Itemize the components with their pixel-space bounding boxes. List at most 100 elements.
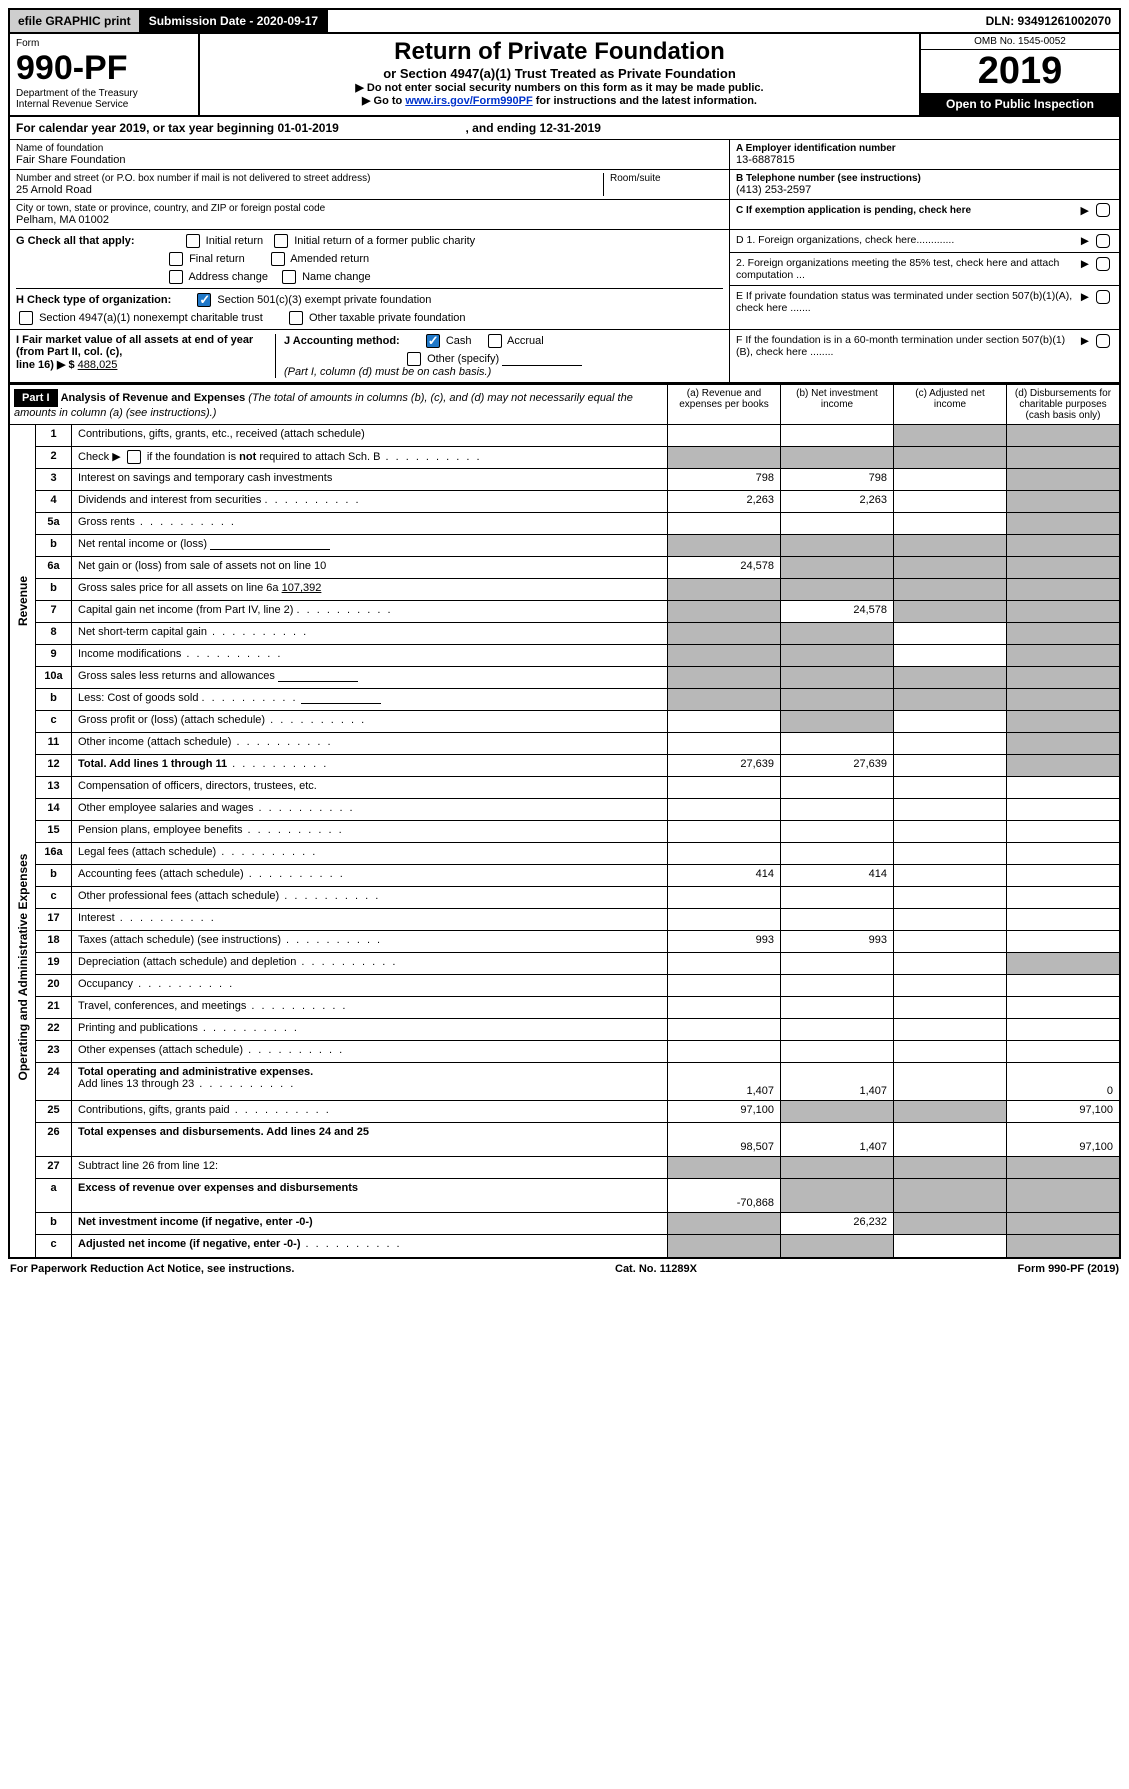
line2: Check ▶ if the foundation is not require… bbox=[72, 447, 667, 468]
line26: Total expenses and disbursements. Add li… bbox=[72, 1123, 667, 1156]
d1-checkbox[interactable] bbox=[1096, 234, 1110, 248]
g-final-return-checkbox[interactable] bbox=[169, 252, 183, 266]
cal-begin: For calendar year 2019, or tax year begi… bbox=[16, 121, 339, 135]
form-body: Form 990-PF Department of the Treasury I… bbox=[8, 34, 1121, 1259]
top-bar: efile GRAPHIC print Submission Date - 20… bbox=[8, 8, 1121, 34]
l24-a: 1,407 bbox=[667, 1063, 780, 1100]
line19: Depreciation (attach schedule) and deple… bbox=[72, 953, 667, 974]
section-i-j-f: I Fair market value of all assets at end… bbox=[10, 330, 1119, 383]
g-initial-return-checkbox[interactable] bbox=[186, 234, 200, 248]
i-label: I Fair market value of all assets at end… bbox=[16, 334, 269, 358]
ein-label: A Employer identification number bbox=[736, 143, 1113, 154]
dept: Department of the Treasury bbox=[16, 88, 192, 99]
line4: Dividends and interest from securities bbox=[72, 491, 667, 512]
j-other-checkbox[interactable] bbox=[407, 352, 421, 366]
line6a: Net gain or (loss) from sale of assets n… bbox=[72, 557, 667, 578]
j-cash-checkbox[interactable] bbox=[426, 334, 440, 348]
h-opt1: Section 501(c)(3) exempt private foundat… bbox=[217, 294, 431, 306]
col-a-header: (a) Revenue and expenses per books bbox=[667, 385, 780, 424]
line17: Interest bbox=[72, 909, 667, 930]
cal-end: , and ending 12-31-2019 bbox=[466, 121, 601, 135]
g-opt2: Initial return of a former public charit… bbox=[294, 235, 475, 247]
ein: 13-6887815 bbox=[736, 154, 1113, 166]
line5b: Net rental income or (loss) bbox=[72, 535, 667, 556]
g-name-change-checkbox[interactable] bbox=[282, 270, 296, 284]
col-c-header: (c) Adjusted net income bbox=[893, 385, 1006, 424]
line13: Compensation of officers, directors, tru… bbox=[72, 777, 667, 798]
j-accrual: Accrual bbox=[507, 335, 544, 347]
part1-title: Analysis of Revenue and Expenses bbox=[61, 392, 246, 404]
schb-checkbox[interactable] bbox=[127, 450, 141, 464]
addr-label: Number and street (or P.O. box number if… bbox=[16, 173, 603, 184]
omb: OMB No. 1545-0052 bbox=[921, 34, 1119, 50]
g-address-change-checkbox[interactable] bbox=[169, 270, 183, 284]
dln: DLN: 93491261002070 bbox=[978, 10, 1119, 32]
instr-goto: ▶ Go to www.irs.gov/Form990PF for instru… bbox=[206, 94, 913, 107]
line16a: Legal fees (attach schedule) bbox=[72, 843, 667, 864]
col-b-header: (b) Net investment income bbox=[780, 385, 893, 424]
l27a-a: -70,868 bbox=[667, 1179, 780, 1212]
line15: Pension plans, employee benefits bbox=[72, 821, 667, 842]
city-label: City or town, state or province, country… bbox=[16, 203, 723, 214]
g-opt1: Initial return bbox=[206, 235, 263, 247]
line27c: Adjusted net income (if negative, enter … bbox=[72, 1235, 667, 1257]
l7-b: 24,578 bbox=[780, 601, 893, 622]
l12-b: 27,639 bbox=[780, 755, 893, 776]
l25-a: 97,100 bbox=[667, 1101, 780, 1122]
l24-b: 1,407 bbox=[780, 1063, 893, 1100]
l24-d: 0 bbox=[1006, 1063, 1119, 1100]
g-opt3: Final return bbox=[189, 253, 245, 265]
h-4947-checkbox[interactable] bbox=[19, 311, 33, 325]
line27-block: 27Subtract line 26 from line 12: aExcess… bbox=[10, 1157, 1119, 1257]
col-d-header: (d) Disbursements for charitable purpose… bbox=[1006, 385, 1119, 424]
instr-no-ssn: ▶ Do not enter social security numbers o… bbox=[206, 81, 913, 94]
g-opt4: Amended return bbox=[290, 253, 369, 265]
line18: Taxes (attach schedule) (see instruction… bbox=[72, 931, 667, 952]
g-amended-checkbox[interactable] bbox=[271, 252, 285, 266]
d2-label: 2. Foreign organizations meeting the 85%… bbox=[736, 257, 1075, 281]
g-initial-former-checkbox[interactable] bbox=[274, 234, 288, 248]
line27: Subtract line 26 from line 12: bbox=[72, 1157, 667, 1178]
revenue-table: Revenue 1Contributions, gifts, grants, e… bbox=[10, 425, 1119, 777]
h-501c3-checkbox[interactable] bbox=[197, 293, 211, 307]
exemption-pending-checkbox[interactable] bbox=[1096, 203, 1110, 217]
name-label: Name of foundation bbox=[16, 143, 723, 154]
line3: Interest on savings and temporary cash i… bbox=[72, 469, 667, 490]
instr-suffix: for instructions and the latest informat… bbox=[536, 95, 757, 107]
g-opt6: Name change bbox=[302, 271, 371, 283]
l6b-val: 107,392 bbox=[282, 582, 322, 594]
line1: Contributions, gifts, grants, etc., rece… bbox=[72, 425, 667, 446]
line10a: Gross sales less returns and allowances bbox=[72, 667, 667, 688]
instr-prefix: ▶ Go to bbox=[362, 95, 405, 107]
h-opt3: Other taxable private foundation bbox=[309, 312, 466, 324]
f-checkbox[interactable] bbox=[1096, 334, 1110, 348]
entity-info: Name of foundation Fair Share Foundation… bbox=[10, 140, 1119, 230]
foundation-name: Fair Share Foundation bbox=[16, 154, 723, 166]
j-accrual-checkbox[interactable] bbox=[488, 334, 502, 348]
open-public: Open to Public Inspection bbox=[921, 93, 1119, 115]
irs-link[interactable]: www.irs.gov/Form990PF bbox=[405, 95, 532, 107]
submission-date: Submission Date - 2020-09-17 bbox=[141, 10, 328, 32]
line12: Total. Add lines 1 through 11 bbox=[72, 755, 667, 776]
line22: Printing and publications bbox=[72, 1019, 667, 1040]
phone-label: B Telephone number (see instructions) bbox=[736, 173, 1113, 184]
h-other-checkbox[interactable] bbox=[289, 311, 303, 325]
line14: Other employee salaries and wages bbox=[72, 799, 667, 820]
line10c: Gross profit or (loss) (attach schedule) bbox=[72, 711, 667, 732]
e-checkbox[interactable] bbox=[1096, 290, 1110, 304]
line9: Income modifications bbox=[72, 645, 667, 666]
d2-checkbox[interactable] bbox=[1096, 257, 1110, 271]
line6b: Gross sales price for all assets on line… bbox=[72, 579, 667, 600]
line20: Occupancy bbox=[72, 975, 667, 996]
line16c: Other professional fees (attach schedule… bbox=[72, 887, 667, 908]
h-label: H Check type of organization: bbox=[16, 294, 171, 306]
city-state-zip: Pelham, MA 01002 bbox=[16, 214, 723, 226]
l26-d: 97,100 bbox=[1006, 1123, 1119, 1156]
l12-a: 27,639 bbox=[667, 755, 780, 776]
l4-b: 2,263 bbox=[780, 491, 893, 512]
line21: Travel, conferences, and meetings bbox=[72, 997, 667, 1018]
part1-header-row: Part I Analysis of Revenue and Expenses … bbox=[10, 383, 1119, 425]
expenses-table: Operating and Administrative Expenses 13… bbox=[10, 777, 1119, 1157]
efile-graphic-btn[interactable]: efile GRAPHIC print bbox=[10, 10, 141, 32]
address: 25 Arnold Road bbox=[16, 184, 603, 196]
